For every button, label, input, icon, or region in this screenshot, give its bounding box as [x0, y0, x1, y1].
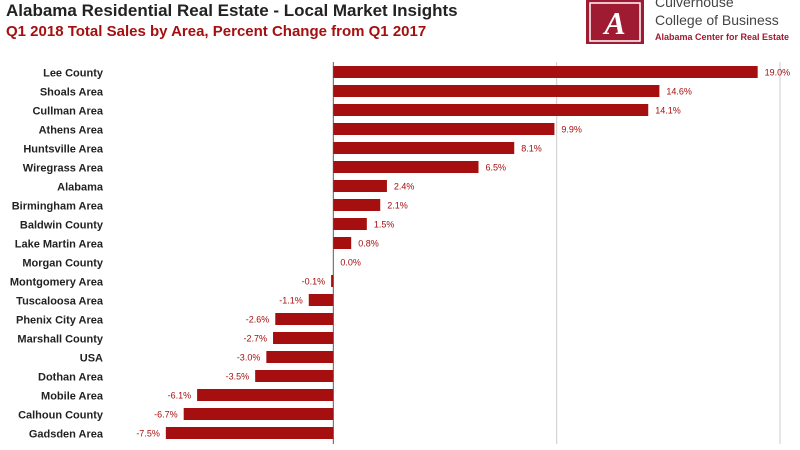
category-label: Wiregrass Area — [23, 163, 104, 175]
bar — [266, 351, 334, 363]
chart-subtitle: Q1 2018 Total Sales by Area, Percent Cha… — [6, 23, 427, 40]
category-label: Cullman Area — [32, 106, 103, 118]
logo-mark: A — [586, 0, 644, 44]
category-label: Athens Area — [39, 125, 104, 137]
category-label: Dothan Area — [38, 372, 104, 384]
bar — [197, 389, 334, 401]
logo-glyph: A — [602, 5, 625, 41]
category-label: Lake Martin Area — [15, 239, 104, 251]
data-label: 2.1% — [387, 201, 408, 211]
data-label: 2.4% — [394, 182, 415, 192]
bar — [333, 104, 649, 116]
bar — [308, 294, 334, 306]
category-label: Phenix City Area — [16, 315, 104, 327]
logo-name-line1: Culverhouse — [655, 0, 734, 10]
category-label: Marshall County — [17, 334, 103, 346]
chart-title: Alabama Residential Real Estate - Local … — [6, 1, 458, 20]
bar — [255, 370, 334, 382]
bar — [165, 427, 334, 439]
category-label: USA — [80, 353, 103, 365]
logo-subtitle: Alabama Center for Real Estate — [655, 32, 790, 42]
data-label: 1.5% — [374, 220, 395, 230]
data-label: -6.7% — [154, 410, 178, 420]
category-label: Morgan County — [22, 258, 104, 270]
category-label: Birmingham Area — [12, 201, 104, 213]
category-label: Alabama — [57, 182, 104, 194]
category-label: Gadsden Area — [29, 429, 104, 441]
bar — [333, 199, 381, 211]
data-label: -2.7% — [244, 334, 268, 344]
data-label: 8.1% — [521, 144, 542, 154]
data-label: -1.1% — [279, 296, 303, 306]
data-label: -7.5% — [136, 429, 160, 439]
data-label: 6.5% — [486, 163, 507, 173]
logo-name-line2: College of Business — [655, 12, 779, 28]
category-label: Montgomery Area — [10, 277, 104, 289]
data-label: 14.6% — [666, 87, 692, 97]
data-label: -3.0% — [237, 353, 261, 363]
data-label: 0.0% — [340, 258, 361, 268]
bar — [183, 408, 334, 420]
bar — [333, 218, 367, 230]
bar — [333, 142, 515, 154]
bar — [333, 123, 555, 135]
bar — [333, 85, 660, 97]
data-label: -0.1% — [302, 277, 326, 287]
category-label: Tuscaloosa Area — [16, 296, 104, 308]
data-label: 0.8% — [358, 239, 379, 249]
data-label: -6.1% — [168, 391, 192, 401]
bar — [275, 313, 334, 325]
bar — [331, 275, 334, 287]
bar — [333, 66, 758, 78]
category-label: Lee County — [43, 68, 104, 80]
category-label: Calhoun County — [18, 410, 104, 422]
data-label: 14.1% — [655, 106, 681, 116]
data-label: 9.9% — [561, 125, 582, 135]
bar — [333, 237, 352, 249]
category-label: Shoals Area — [40, 87, 104, 99]
bar — [273, 332, 334, 344]
category-label: Huntsville Area — [23, 144, 104, 156]
category-label: Baldwin County — [20, 220, 104, 232]
data-label: -3.5% — [226, 372, 250, 382]
bar — [333, 180, 387, 192]
data-label: -2.6% — [246, 315, 270, 325]
category-label: Mobile Area — [41, 391, 104, 403]
bar — [333, 161, 479, 173]
data-label: 19.0% — [765, 68, 791, 78]
